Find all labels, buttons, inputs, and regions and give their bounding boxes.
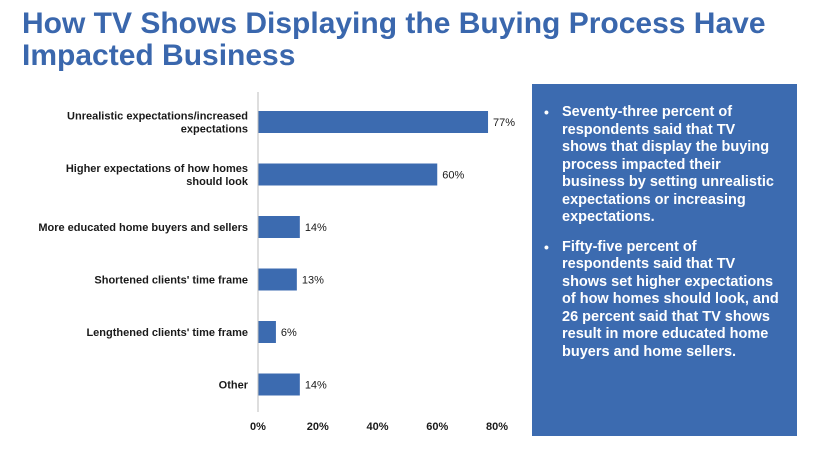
bar-2 [258, 163, 438, 186]
summary-panel: • Seventy-three percent of respondents s… [532, 84, 797, 436]
category-label-5: Lengthened clients' time frame [86, 327, 248, 339]
data-label-4: 13% [302, 275, 324, 287]
x-tick-label-80: 80% [486, 421, 508, 433]
category-label-4: Shortened clients' time frame [94, 275, 248, 287]
bar-6 [258, 373, 300, 396]
category-label-2: Higher expectations of how homes should l… [66, 163, 249, 188]
summary-bullet-2: • Fifty-five percent of respondents said… [544, 239, 779, 362]
bar-4 [258, 268, 297, 291]
bar-3 [258, 216, 300, 238]
summary-bullet-text: Seventy-three percent of respondents sai… [562, 104, 774, 225]
data-label-2: 60% [442, 170, 464, 182]
category-label-1: Unrealistic expectations/increased expect… [67, 111, 248, 136]
bar-5 [258, 321, 276, 343]
x-tick-label-40: 40% [366, 421, 388, 433]
bar-1 [258, 111, 489, 133]
summary-bullet-1: • Seventy-three percent of respondents s… [544, 104, 779, 227]
summary-bullets: • Seventy-three percent of respondents s… [544, 104, 779, 361]
bar-chart: 77% Unrealistic expectations/increased exp… [0, 90, 525, 442]
bar-chart-svg: 77% Unrealistic expectations/increased exp… [38, 92, 515, 433]
x-tick-label-60: 60% [426, 421, 448, 433]
x-tick-label-20: 20% [307, 421, 329, 433]
page-title: How TV Shows Displaying the Buying Proce… [22, 7, 766, 72]
summary-bullet-text: Fifty-five percent of respondents said t… [562, 238, 779, 360]
data-label-1: 77% [493, 117, 515, 129]
bullet-icon: • [544, 238, 549, 255]
data-label-5: 6% [281, 327, 297, 339]
category-label-6: Other [219, 380, 249, 392]
category-label-3: More educated home buyers and sellers [38, 222, 248, 234]
data-label-6: 14% [305, 380, 327, 392]
data-label-3: 14% [305, 222, 327, 234]
x-tick-label-0: 0% [250, 421, 266, 433]
bullet-icon: • [544, 104, 549, 120]
